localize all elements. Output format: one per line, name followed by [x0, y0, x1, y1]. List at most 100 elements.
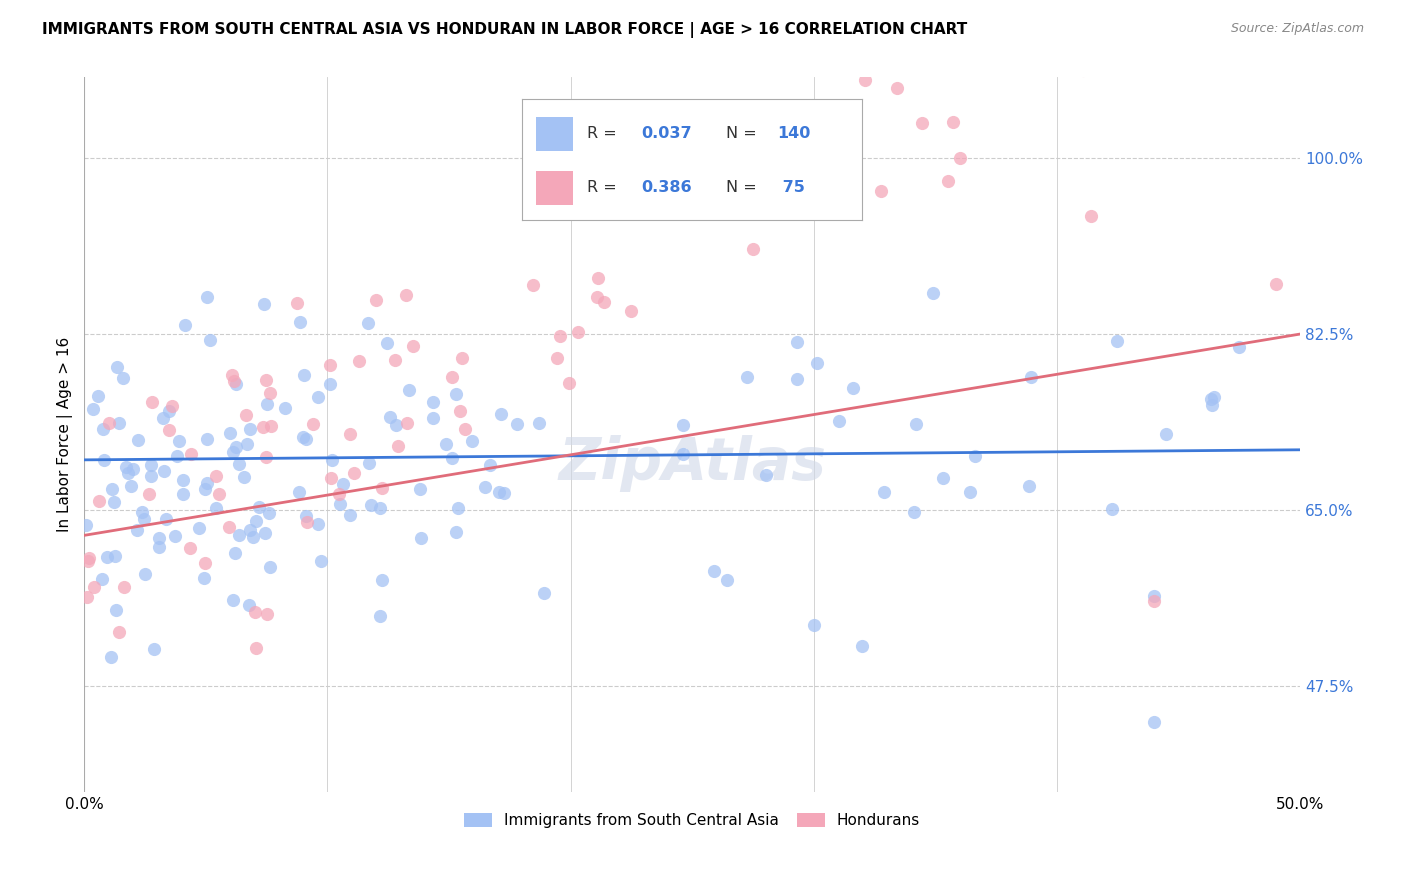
Point	[332, 477, 354, 491]
Point	[422, 395, 444, 409]
Point	[1080, 210, 1102, 224]
Point	[218, 520, 240, 534]
Point	[134, 567, 156, 582]
Point	[112, 580, 135, 594]
Point	[548, 130, 571, 145]
Point	[402, 338, 425, 352]
Point	[260, 419, 283, 434]
Point	[225, 376, 247, 391]
Point	[179, 541, 201, 555]
Point	[228, 528, 250, 542]
Point	[703, 564, 725, 578]
Point	[242, 530, 264, 544]
Point	[307, 390, 329, 404]
Point	[1199, 392, 1222, 406]
Point	[558, 376, 581, 390]
Point	[208, 487, 231, 501]
Point	[127, 433, 149, 447]
Point	[1101, 502, 1123, 516]
Point	[911, 116, 934, 130]
Y-axis label: In Labor Force | Age > 16: In Labor Force | Age > 16	[58, 337, 73, 533]
Point	[319, 377, 342, 392]
Point	[125, 523, 148, 537]
Point	[287, 485, 309, 500]
Point	[905, 417, 928, 431]
Point	[301, 417, 323, 432]
Point	[103, 494, 125, 508]
Point	[474, 480, 496, 494]
Point	[886, 81, 908, 95]
Point	[444, 524, 467, 539]
Point	[449, 404, 471, 418]
Point	[357, 316, 380, 330]
Point	[90, 572, 112, 586]
Point	[440, 451, 463, 466]
Point	[307, 516, 329, 531]
Point	[375, 335, 398, 350]
Point	[257, 507, 280, 521]
Point	[253, 526, 276, 541]
Point	[224, 546, 246, 560]
Point	[436, 437, 458, 451]
Point	[180, 447, 202, 461]
Point	[533, 586, 555, 600]
Point	[290, 315, 312, 329]
Point	[1201, 398, 1223, 412]
Point	[395, 288, 418, 302]
Point	[806, 143, 828, 157]
Point	[506, 417, 529, 431]
Point	[139, 458, 162, 472]
Point	[101, 482, 124, 496]
Point	[172, 487, 194, 501]
Point	[853, 73, 876, 87]
Point	[441, 370, 464, 384]
Point	[139, 468, 162, 483]
Point	[108, 416, 131, 430]
Point	[122, 461, 145, 475]
Point	[295, 509, 318, 524]
Text: ZipAtlas: ZipAtlas	[558, 434, 827, 491]
Point	[398, 383, 420, 397]
Point	[245, 514, 267, 528]
Point	[366, 293, 388, 307]
Point	[239, 523, 262, 537]
Point	[1227, 17, 1250, 31]
Point	[409, 531, 432, 545]
Point	[872, 484, 894, 499]
Point	[295, 515, 318, 529]
Text: IMMIGRANTS FROM SOUTH CENTRAL ASIA VS HONDURAN IN LABOR FORCE | AGE > 16 CORRELA: IMMIGRANTS FROM SOUTH CENTRAL ASIA VS HO…	[42, 22, 967, 38]
Point	[194, 556, 217, 570]
Point	[1227, 340, 1250, 354]
Point	[489, 407, 512, 421]
Point	[100, 649, 122, 664]
Point	[188, 521, 211, 535]
Point	[224, 374, 246, 388]
Point	[938, 174, 960, 188]
Point	[138, 487, 160, 501]
Point	[368, 500, 391, 515]
Point	[194, 482, 217, 496]
Point	[328, 486, 350, 500]
Point	[385, 417, 408, 432]
Point	[232, 470, 254, 484]
Point	[841, 381, 863, 395]
Point	[422, 411, 444, 425]
Point	[238, 598, 260, 612]
Point	[256, 607, 278, 622]
Point	[461, 434, 484, 448]
Point	[929, 46, 952, 61]
Point	[451, 351, 474, 365]
Point	[77, 554, 100, 568]
Point	[256, 397, 278, 411]
Point	[1018, 478, 1040, 492]
Point	[567, 326, 589, 340]
Point	[115, 459, 138, 474]
Point	[96, 549, 118, 564]
Point	[254, 450, 277, 465]
Point	[108, 625, 131, 640]
Point	[869, 184, 891, 198]
Point	[548, 328, 571, 343]
Point	[368, 609, 391, 624]
Point	[76, 590, 98, 604]
Point	[195, 432, 218, 446]
